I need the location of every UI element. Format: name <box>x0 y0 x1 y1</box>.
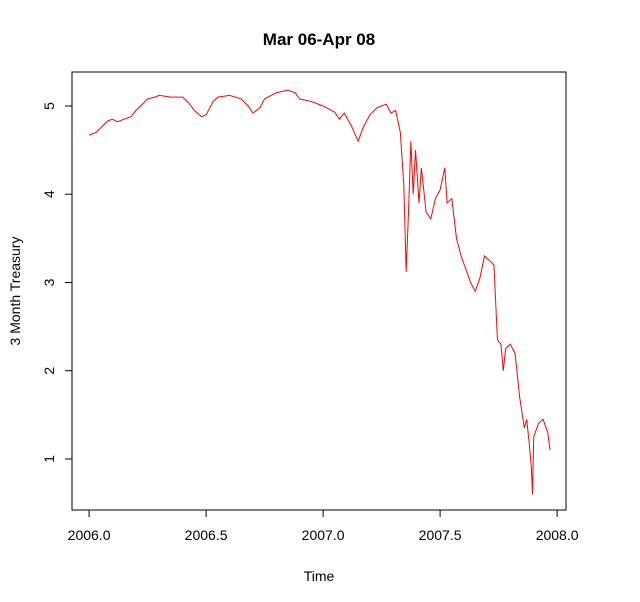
y-axis-label: 3 Month Treasury <box>7 237 23 346</box>
y-tick-label: 5 <box>41 102 57 110</box>
plot-box <box>71 71 567 511</box>
y-tick-label: 3 <box>41 278 57 286</box>
x-axis-label: Time <box>304 568 335 584</box>
x-tick-label: 2006.5 <box>185 527 228 543</box>
data-line <box>88 89 551 495</box>
y-tick-label: 2 <box>41 367 57 375</box>
y-tick-label: 1 <box>41 455 57 463</box>
x-tick-label: 2007.0 <box>302 527 345 543</box>
x-tick-label: 2007.5 <box>419 527 462 543</box>
x-tick-label: 2006.0 <box>68 527 111 543</box>
chart-title: Mar 06-Apr 08 <box>263 30 375 49</box>
x-tick-label: 2008.0 <box>536 527 579 543</box>
y-tick-label: 4 <box>41 190 57 198</box>
